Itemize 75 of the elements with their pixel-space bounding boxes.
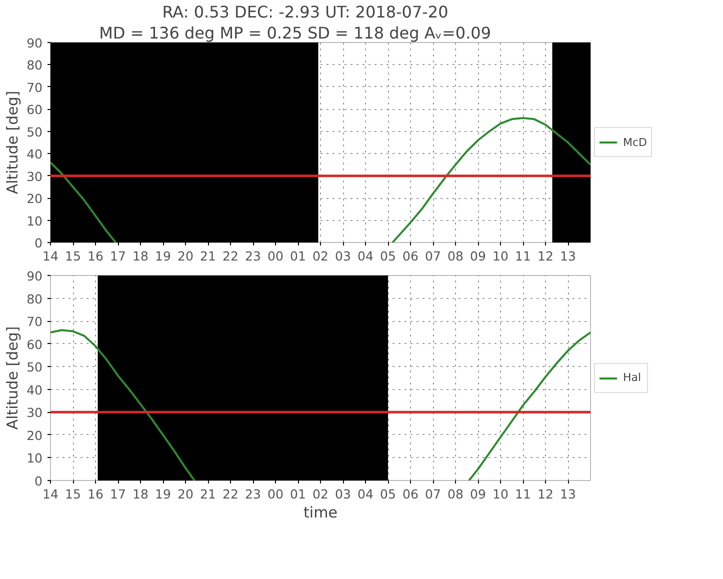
x-tick-label: 00	[268, 248, 284, 264]
chart-title: RA: 0.53 DEC: -2.93 UT: 2018-07-20	[162, 2, 448, 22]
legend-label: Hal	[623, 371, 642, 384]
x-tick-label: 15	[65, 248, 81, 264]
x-tick-label: 09	[470, 248, 486, 264]
y-tick-label: 40	[26, 382, 43, 398]
x-tick-label: 14	[42, 486, 58, 502]
x-tick-label: 06	[402, 486, 418, 502]
y-tick-label: 70	[26, 80, 43, 95]
legend-label: McD	[623, 136, 648, 148]
x-tick-label: 23	[245, 486, 261, 502]
y-tick-label: 0	[34, 236, 43, 250]
x-tick-label: 16	[88, 248, 104, 264]
x-tick-label: 22	[222, 486, 238, 502]
x-tick-label: 17	[110, 248, 126, 264]
x-tick-label: 17	[110, 486, 126, 502]
x-tick-label: 14	[42, 248, 58, 264]
x-tick-label: 10	[492, 248, 508, 264]
x-tick-label: 19	[155, 486, 171, 502]
x-tick-label: 22	[222, 248, 238, 264]
y-tick-label: 80	[26, 291, 43, 306]
y-tick-label: 10	[26, 213, 43, 228]
x-tick-label: 05	[380, 248, 396, 264]
x-tick-label: 01	[290, 248, 306, 264]
y-tick-label: 80	[26, 58, 43, 73]
x-tick-label: 11	[515, 486, 531, 502]
y-tick-label: 0	[34, 474, 43, 488]
x-tick-label: 08	[448, 248, 464, 264]
x-tick-label: 08	[448, 486, 464, 502]
x-tick-label: 20	[178, 248, 194, 264]
x-tick-label: 21	[200, 486, 216, 502]
x-tick-label: 20	[178, 486, 194, 502]
x-axis-title: time	[304, 504, 338, 522]
y-tick-label: 10	[26, 450, 43, 466]
x-tick-label: 12	[538, 248, 554, 264]
y-tick-label: 50	[26, 360, 43, 375]
y-tick-label: 90	[26, 268, 43, 284]
y-tick-label: 30	[26, 405, 43, 420]
y-tick-label: 20	[26, 191, 43, 206]
chart-subtitle: MD = 136 deg MP = 0.25 SD = 118 deg Aᵥ=0.09	[99, 24, 492, 42]
x-tick-label: 18	[132, 248, 148, 264]
x-tick-label: 00	[268, 486, 284, 502]
y-tick-label: 30	[26, 168, 43, 184]
y-axis-title: Altitude [deg]	[4, 90, 22, 194]
x-tick-label: 07	[425, 248, 441, 264]
x-tick-label: 19	[155, 248, 171, 264]
x-tick-label: 01	[290, 486, 306, 502]
x-tick-label: 13	[560, 248, 576, 264]
y-tick-label: 60	[26, 102, 43, 118]
y-tick-label: 20	[26, 428, 43, 443]
y-tick-label: 70	[26, 314, 43, 330]
x-tick-label: 21	[200, 248, 216, 264]
y-tick-label: 40	[26, 146, 43, 162]
x-tick-label: 03	[335, 248, 351, 264]
x-tick-label: 15	[65, 486, 81, 502]
x-tick-label: 12	[538, 486, 554, 502]
x-tick-label: 02	[312, 248, 328, 264]
x-tick-label: 07	[425, 486, 441, 502]
x-tick-label: 16	[88, 486, 104, 502]
x-tick-label: 09	[470, 486, 486, 502]
x-tick-label: 10	[492, 486, 508, 502]
x-tick-label: 23	[245, 248, 261, 264]
y-axis-title: Altitude [deg]	[4, 326, 22, 430]
x-tick-label: 04	[358, 486, 374, 502]
x-tick-label: 13	[560, 486, 576, 502]
y-tick-label: 50	[26, 124, 43, 140]
y-tick-label: 60	[26, 336, 43, 352]
x-tick-label: 02	[312, 486, 328, 502]
x-tick-label: 04	[358, 248, 374, 264]
x-tick-label: 18	[132, 486, 148, 502]
x-tick-label: 06	[402, 248, 418, 264]
x-tick-label: 05	[380, 486, 396, 502]
x-tick-label: 11	[515, 248, 531, 264]
y-tick-label: 90	[26, 36, 43, 50]
x-tick-label: 03	[335, 486, 351, 502]
